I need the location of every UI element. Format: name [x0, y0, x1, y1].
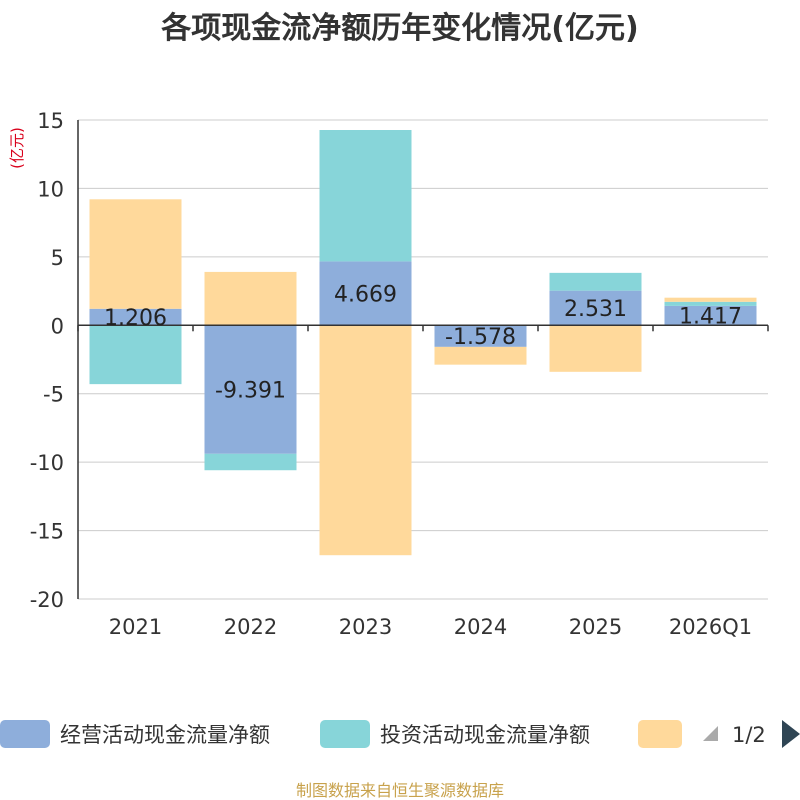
- bar-2026Q1-series-0[interactable]: [664, 305, 757, 326]
- y-tick-label: -10: [30, 451, 64, 475]
- y-axis-unit-label: (亿元): [8, 127, 26, 169]
- bar-2024-series-0[interactable]: [434, 325, 527, 347]
- bar-2024-series-2[interactable]: [434, 346, 527, 365]
- x-tick-label: 2026Q1: [669, 615, 752, 639]
- legend-label-operating[interactable]: 经营活动现金流量净额: [60, 723, 270, 747]
- x-tick-label: 2024: [454, 615, 507, 639]
- y-tick-label: 10: [37, 177, 64, 201]
- x-tick-label: 2021: [109, 615, 162, 639]
- bar-2025-series-0[interactable]: [549, 290, 642, 326]
- legend-swatch-investing[interactable]: [320, 720, 370, 748]
- bar-2025-series-1[interactable]: [549, 272, 642, 291]
- x-tick-label: 2025: [569, 615, 622, 639]
- bar-2026Q1-series-2[interactable]: [664, 297, 757, 302]
- bar-2023-series-0[interactable]: [319, 261, 412, 326]
- y-tick-label: 0: [51, 314, 64, 338]
- data-label: 1.417: [679, 305, 742, 330]
- bar-2021-series-2[interactable]: [89, 199, 182, 309]
- bar-2022-series-1[interactable]: [204, 453, 297, 471]
- legend-prev-page-icon[interactable]: [703, 726, 718, 741]
- data-label: 1.206: [104, 306, 167, 331]
- x-tick-label: 2022: [224, 615, 277, 639]
- y-tick-label: -5: [43, 383, 64, 407]
- bar-2023-series-1[interactable]: [319, 130, 412, 262]
- legend-swatch-financing[interactable]: [638, 720, 682, 748]
- bar-2021-series-1[interactable]: [89, 325, 182, 385]
- bar-2022-series-0[interactable]: [204, 325, 297, 454]
- data-labels: 1.206 -9.391 4.669 -1.578 2.531 1.417: [104, 282, 742, 403]
- bar-2023-series-2[interactable]: [319, 325, 412, 556]
- bar-2025-series-2[interactable]: [549, 325, 642, 372]
- x-tick-label: 2023: [339, 615, 392, 639]
- y-tick-label: 5: [51, 246, 64, 270]
- legend-next-page-icon[interactable]: [782, 720, 800, 748]
- data-label: 2.531: [564, 297, 627, 322]
- data-label: -1.578: [445, 325, 516, 350]
- axes: 15 10 5 0 -5 -10 -15 -20 2021 2022 2023 2024 2025 202…: [30, 109, 769, 639]
- y-tick-label: 15: [37, 109, 64, 133]
- legend-page-indicator: 1/2: [732, 723, 766, 747]
- bars: [89, 130, 757, 556]
- bar-2021-series-0[interactable]: [89, 308, 182, 326]
- legend-label-investing[interactable]: 投资活动现金流量净额: [380, 723, 590, 747]
- data-label: -9.391: [215, 379, 286, 404]
- chart-title: 各项现金流净额历年变化情况(亿元): [160, 11, 638, 46]
- y-tick-label: -15: [30, 520, 64, 544]
- y-tick-label: -20: [30, 588, 64, 612]
- source-footer: 制图数据来自恒生聚源数据库: [296, 781, 504, 800]
- legend-swatch-operating[interactable]: [0, 720, 50, 748]
- data-label: 4.669: [334, 282, 397, 307]
- bar-2022-series-2[interactable]: [204, 271, 297, 326]
- legend: 经营活动现金流量净额 投资活动现金流量净额 1/2: [0, 720, 800, 748]
- bar-2026Q1-series-1[interactable]: [664, 301, 757, 306]
